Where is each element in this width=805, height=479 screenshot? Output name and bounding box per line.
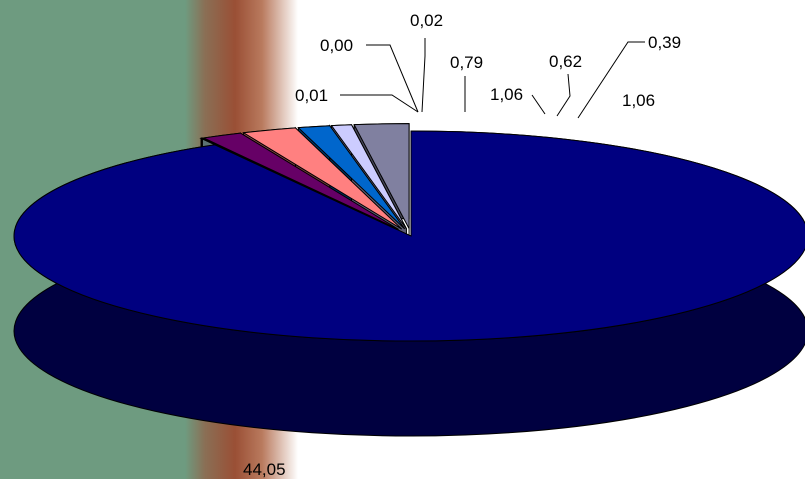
pie-slice-3 [199,137,398,231]
leader-line-1-06a [531,94,546,115]
pie-slice-7 [330,124,407,230]
data-label-0-01: 0,01 [295,86,328,105]
leader-line-0-02 [421,38,426,113]
leader-line-0-00 [366,44,419,113]
data-label-0-02: 0,02 [410,11,443,30]
pie-slice-8 [353,123,410,229]
data-label-0-39: 0,39 [648,33,681,52]
pie-slice-5 [242,127,403,230]
label-leaders [340,38,645,119]
data-label-1-06-a: 1,06 [490,85,523,104]
data-label-1-06-b: 1,06 [622,91,655,110]
pie-tops [13,123,805,342]
data-label-44-05: 44,05 [243,460,286,479]
data-label-0-62: 0,62 [549,52,582,71]
data-labels: 44,05 0,01 0,00 0,02 0,79 1,06 0,62 0,39… [243,11,681,479]
pie-slice-4 [202,132,399,230]
leader-line-0-01 [340,94,419,113]
leader-line-0-39 [577,41,645,119]
data-label-0-00: 0,00 [320,36,353,55]
data-label-0-79: 0,79 [450,53,483,72]
pie-slice-6 [297,125,406,230]
pie-slice-0 [13,130,805,342]
leader-line-0-62 [556,73,571,117]
